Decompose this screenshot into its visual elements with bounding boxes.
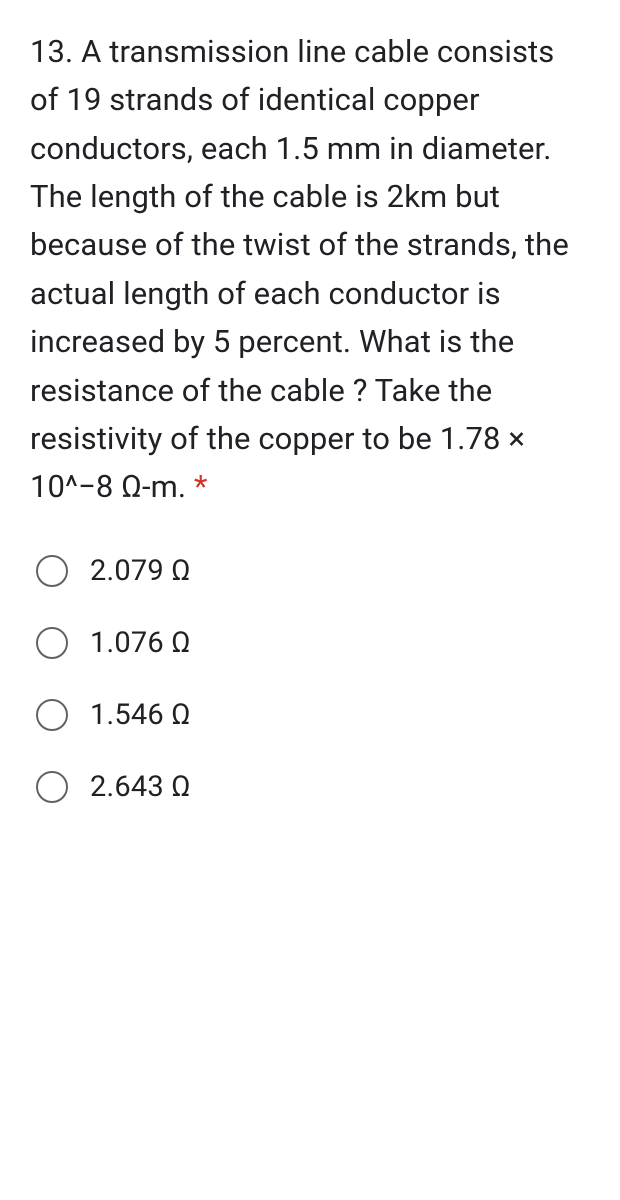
radio-icon <box>36 555 68 587</box>
option-1[interactable]: 2.079 Ω <box>36 554 590 588</box>
option-label: 1.546 Ω <box>90 698 191 732</box>
required-marker: * <box>194 468 207 505</box>
option-label: 1.076 Ω <box>90 626 191 660</box>
option-label: 2.643 Ω <box>90 770 191 804</box>
question-text: 13. A transmission line cable consists o… <box>30 28 590 512</box>
option-2[interactable]: 1.076 Ω <box>36 626 590 660</box>
radio-icon <box>36 627 68 659</box>
option-4[interactable]: 2.643 Ω <box>36 770 590 804</box>
options-list: 2.079 Ω 1.076 Ω 1.546 Ω 2.643 Ω <box>30 554 590 804</box>
option-3[interactable]: 1.546 Ω <box>36 698 590 732</box>
radio-icon <box>36 771 68 803</box>
radio-icon <box>36 699 68 731</box>
option-label: 2.079 Ω <box>90 554 191 588</box>
question-body: A transmission line cable consists of 19… <box>30 33 569 505</box>
question-number: 13. <box>30 33 73 70</box>
